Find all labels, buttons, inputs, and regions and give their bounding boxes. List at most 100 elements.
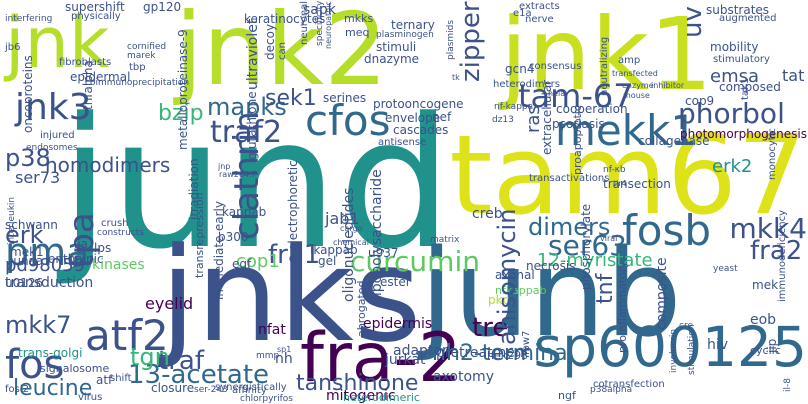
word-28: leucine xyxy=(13,376,93,401)
word-66: u0126 xyxy=(5,276,44,290)
word-108: nerve xyxy=(525,14,554,25)
word-17: phorbol xyxy=(678,97,785,130)
word-94: collagenase xyxy=(638,134,710,148)
word-128: keratinocytes xyxy=(244,12,326,26)
word-21: mkk4 xyxy=(729,212,807,245)
word-119: cascades xyxy=(393,123,449,137)
word-154: abrogated xyxy=(355,280,368,337)
word-96: psoriasis xyxy=(552,117,605,131)
word-173: chlorpyrifos xyxy=(240,394,293,404)
word-141: injured xyxy=(40,130,75,141)
word-152: mmp xyxy=(256,351,280,361)
word-165: yeast xyxy=(713,264,738,274)
word-72: iia xyxy=(74,237,89,251)
word-53: nf-κb xyxy=(603,165,626,175)
word-68: mek1 xyxy=(10,245,44,259)
word-62: nfkappab xyxy=(495,284,547,297)
word-158: fbw7 xyxy=(521,330,532,355)
word-156: cargo xyxy=(340,224,363,233)
word-133: cornified xyxy=(127,42,167,52)
word-70: kinases xyxy=(92,257,145,273)
word-136: epidermal xyxy=(70,70,131,84)
word-83: heterodimeric xyxy=(343,391,420,404)
word-26: erk xyxy=(5,221,44,249)
word-171: involucrin xyxy=(669,328,679,373)
word-93: cyclic xyxy=(750,344,781,357)
word-178: ultraviolet xyxy=(245,18,261,90)
word-87: fosl2 xyxy=(5,384,29,395)
word-89: affinity xyxy=(232,385,267,396)
word-18: mapks xyxy=(207,93,287,121)
word-79: ester xyxy=(380,275,411,289)
word-74: p300 xyxy=(218,230,249,244)
word-67: junaa xyxy=(10,254,44,268)
word-123: ternary xyxy=(391,18,435,32)
word-50: hiv xyxy=(707,337,729,353)
word-200: tk xyxy=(452,73,460,82)
word-153: sp1 xyxy=(277,345,292,354)
word-192: tnf xyxy=(593,273,618,304)
word-122: dnazyme xyxy=(364,52,420,66)
word-59: nfat xyxy=(258,322,286,338)
word-10: cfos xyxy=(305,96,391,145)
word-58: adaptor xyxy=(393,343,448,359)
word-169: monocytic xyxy=(767,128,778,180)
word-135: tbp xyxy=(129,62,146,73)
word-130: supershift xyxy=(65,0,125,14)
word-86: shift xyxy=(110,373,132,384)
word-81: pkc xyxy=(488,293,510,307)
word-112: nf-kappa xyxy=(494,102,534,112)
word-116: envelope xyxy=(385,111,441,125)
word-22: fra2 xyxy=(750,236,803,266)
word-134: marek xyxy=(127,51,156,61)
word-150: jnp xyxy=(218,162,231,171)
word-37: homodimers xyxy=(45,153,171,177)
word-35: bzip xyxy=(158,101,204,126)
word-182: neuronal xyxy=(299,1,310,46)
word-203: transfected xyxy=(612,69,658,78)
word-20: curcumin xyxy=(350,245,480,278)
word-111: gcn4 xyxy=(505,62,535,76)
word-92: hek293 xyxy=(487,349,529,362)
word-103: stimulatory xyxy=(713,54,770,65)
word-164: cre xyxy=(679,321,693,331)
word-107: amp xyxy=(618,55,641,66)
word-201: neuropathic xyxy=(324,1,333,49)
word-82: closure xyxy=(151,381,195,395)
word-11: fosb xyxy=(622,206,712,255)
word-14: pma xyxy=(5,230,90,274)
word-65: enthalpic xyxy=(48,252,104,266)
word-104: substrates xyxy=(706,3,770,17)
word-181: can xyxy=(277,42,288,60)
word-29: 13-acetate xyxy=(128,360,270,390)
word-44: cop1 xyxy=(236,251,280,272)
word-56: pretreatment xyxy=(436,345,530,361)
word-75: ikappab xyxy=(310,243,358,257)
word-202: enzyme xyxy=(622,81,654,90)
word-187: neutralizing xyxy=(599,36,610,96)
word-36: p38 xyxy=(5,144,51,172)
word-34: nh2-terminal xyxy=(432,341,574,366)
word-39: emsa xyxy=(710,66,760,87)
word-110: e1a xyxy=(513,8,532,19)
word-124: plasminogen xyxy=(376,30,434,40)
word-159: proinflammatory xyxy=(616,261,629,353)
word-2: jnks xyxy=(160,219,422,371)
word-193: oligonucleotides xyxy=(341,187,357,302)
word-190: clathrin xyxy=(227,111,267,240)
word-105: augmented xyxy=(719,13,777,24)
word-204: inhibitor xyxy=(651,81,685,90)
word-113: dz13 xyxy=(492,115,514,125)
word-137: fibroblasts xyxy=(59,57,112,68)
word-61: necrosis xyxy=(526,259,576,273)
word-157: matrix xyxy=(430,235,460,245)
word-149: raw264.7 xyxy=(219,170,257,179)
word-194: lipopolysaccharide xyxy=(369,169,385,300)
word-4: jnk1 xyxy=(500,0,713,113)
word-98: transection xyxy=(603,177,671,191)
word-24: dimers xyxy=(528,213,611,241)
word-55: axotomy xyxy=(433,369,494,385)
word-109: extracts xyxy=(519,1,560,12)
word-162: viral xyxy=(600,234,618,243)
word-163: tlr4 xyxy=(613,179,627,188)
